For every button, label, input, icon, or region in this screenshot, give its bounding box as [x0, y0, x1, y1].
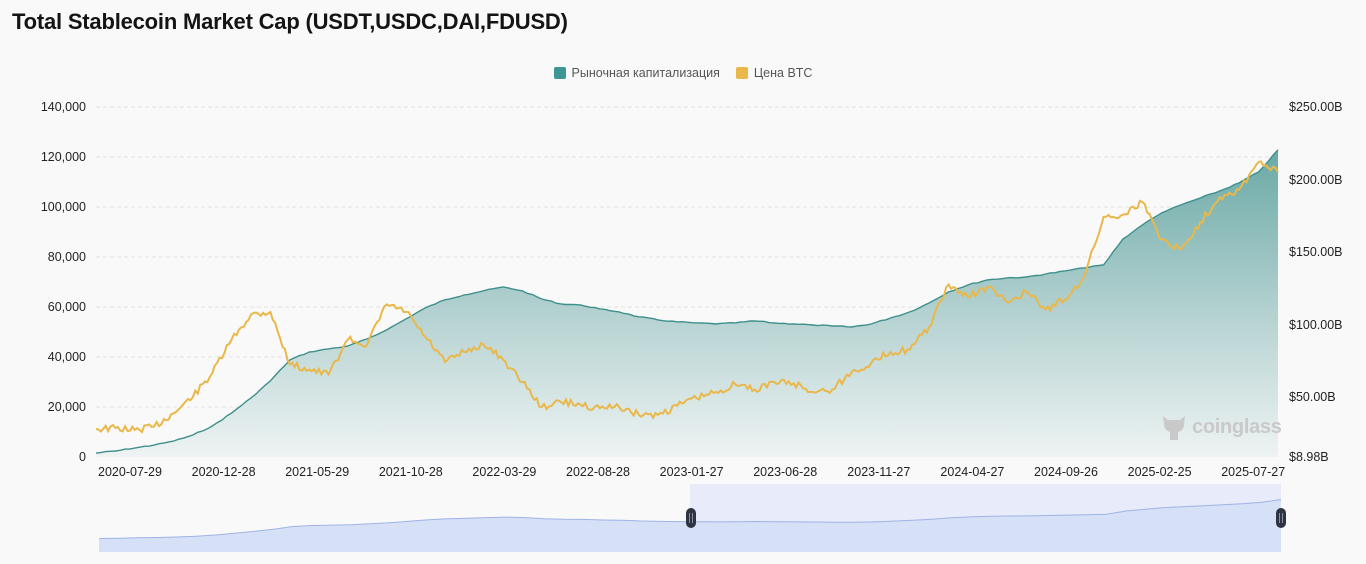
x-axis-tick-label: 2024-04-27: [940, 465, 1005, 479]
x-axis-tick-label: 2022-03-29: [472, 465, 537, 479]
x-axis-tick-label: 2021-10-28: [378, 465, 443, 479]
legend-item-btc-price[interactable]: Цена BTC: [735, 66, 813, 80]
right-axis-tick-label: $150.00B: [1289, 245, 1343, 260]
x-axis-tick-label: 2021-05-29: [285, 465, 350, 479]
legend-label-market-cap: Рыночная капитализация: [571, 66, 720, 80]
btc-price-swatch-icon: [735, 67, 748, 79]
market-cap-area: [96, 149, 1278, 458]
x-axis-tick-label: 2023-01-27: [659, 465, 724, 479]
x-axis-tick-label: 2020-07-29: [98, 465, 162, 479]
slider-start-handle[interactable]: [686, 508, 696, 528]
x-axis-tick-label: 2024-09-26: [1034, 465, 1098, 479]
left-axis-tick-label: 100,000: [40, 200, 86, 214]
coinglass-logo-icon: [1163, 416, 1185, 440]
btc-price-line: [95, 160, 1279, 434]
x-axis-tick-label: 2023-06-28: [753, 465, 818, 479]
watermark-text: coinglass: [1192, 415, 1282, 438]
legend-label-btc-price: Цена BTC: [753, 66, 813, 80]
left-axis-tick-label: 40,000: [47, 350, 86, 364]
x-axis-tick-label: 2022-08-28: [566, 465, 630, 479]
left-axis-tick-label: 140,000: [40, 100, 86, 114]
x-axis-tick-label: 2023-11-27: [847, 465, 911, 479]
x-axis-tick-label: 2020-12-28: [191, 465, 256, 479]
left-axis-tick-label: 0: [79, 450, 86, 464]
slider-end-handle[interactable]: [1276, 508, 1286, 528]
left-axis-tick-label: 20,000: [47, 400, 86, 414]
left-axis-tick-label: 60,000: [47, 300, 86, 314]
right-axis-tick-label: $250.00B: [1289, 100, 1343, 114]
right-axis-tick-label: $100.00B: [1289, 317, 1343, 332]
chart-legend: Рыночная капитализация Цена BTC: [0, 66, 1366, 80]
right-axis-tick-label: $8.98B: [1289, 450, 1329, 464]
chart-title: Total Stablecoin Market Cap (USDT,USDC,D…: [12, 9, 568, 34]
coinglass-watermark: coinglass: [1160, 412, 1282, 442]
market-cap-line: [95, 149, 1279, 454]
right-axis-tick-label: $50.00B: [1289, 390, 1336, 405]
market-cap-swatch-icon: [553, 67, 566, 79]
left-axis-tick-label: 80,000: [47, 250, 86, 264]
x-axis-tick-label: 2025-07-27: [1221, 465, 1286, 479]
x-axis-tick-label: 2025-02-25: [1127, 465, 1192, 479]
left-axis-tick-label: 120,000: [40, 150, 86, 164]
legend-item-market-cap[interactable]: Рыночная капитализация: [553, 66, 720, 80]
right-axis-tick-label: $200.00B: [1289, 172, 1343, 187]
